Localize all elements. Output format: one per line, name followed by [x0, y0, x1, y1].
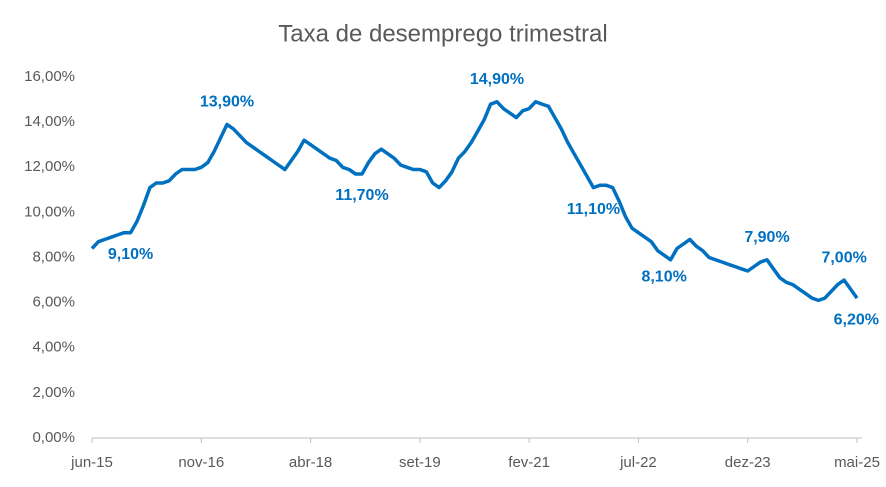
- x-tick-label: set-19: [399, 454, 441, 471]
- x-tick-label: abr-18: [289, 454, 332, 471]
- x-tick-label: nov-16: [178, 454, 224, 471]
- value-label: 9,10%: [108, 246, 153, 263]
- y-tick-label: 14,00%: [24, 113, 75, 130]
- value-label: 7,00%: [821, 249, 866, 266]
- y-tick-label: 10,00%: [24, 203, 75, 220]
- x-tick-label: dez-23: [725, 454, 771, 471]
- value-label: 11,10%: [567, 201, 620, 218]
- y-tick-label: 16,00%: [24, 68, 75, 85]
- y-tick-label: 8,00%: [32, 248, 75, 265]
- value-label: 6,20%: [834, 311, 879, 328]
- value-label: 11,70%: [335, 187, 388, 204]
- x-tick-label: jul-22: [619, 454, 657, 471]
- chart-title: Taxa de desemprego trimestral: [278, 20, 607, 47]
- y-tick-label: 12,00%: [24, 158, 75, 175]
- x-tick-label: mai-25: [834, 454, 880, 471]
- y-tick-label: 6,00%: [32, 294, 75, 311]
- y-tick-label: 4,00%: [32, 339, 75, 356]
- x-tick-label: fev-21: [508, 454, 550, 471]
- value-label: 13,90%: [200, 94, 254, 111]
- value-label: 7,90%: [744, 229, 789, 246]
- y-tick-label: 2,00%: [32, 384, 75, 401]
- value-label: 8,10%: [641, 268, 686, 285]
- line-series: [90, 100, 859, 303]
- y-tick-label: 0,00%: [32, 429, 75, 446]
- x-tick-label: jun-15: [70, 454, 113, 471]
- value-label: 14,90%: [470, 71, 524, 88]
